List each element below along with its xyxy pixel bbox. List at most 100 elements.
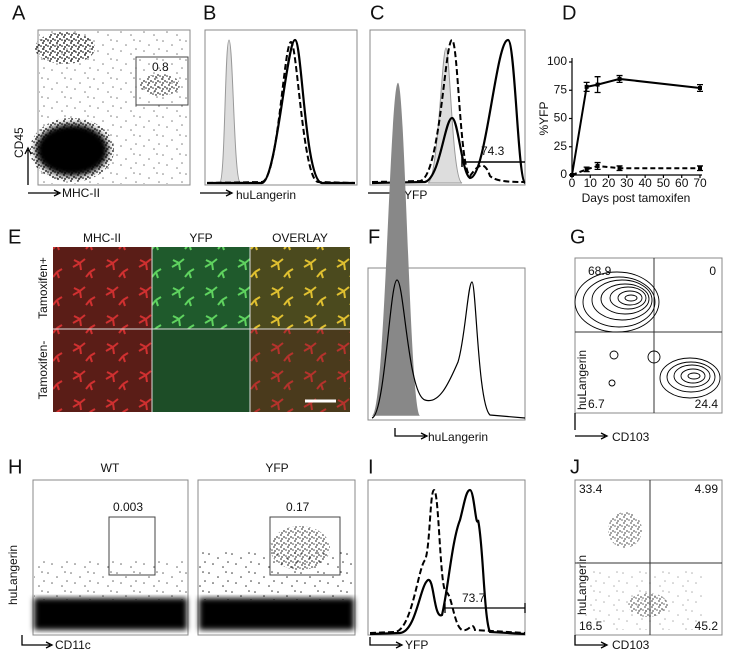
figure-shape xyxy=(34,560,187,600)
y-axis-label: %YFP xyxy=(537,101,551,135)
panel-letter: E xyxy=(8,226,21,248)
data-point xyxy=(595,163,600,168)
figure-shape xyxy=(591,279,653,321)
x-axis-label: YFP xyxy=(404,188,427,202)
x-tick-label: 30 xyxy=(620,176,634,190)
data-point xyxy=(570,173,574,177)
figure-shape xyxy=(53,329,152,412)
gate-value: 0.003 xyxy=(113,500,143,514)
quadrant-value: 0 xyxy=(709,264,716,278)
quadrant-value: 45.2 xyxy=(695,619,719,633)
x-tick-label: 70 xyxy=(693,176,707,190)
quadrant-value: 68.9 xyxy=(588,264,612,278)
figure-shape xyxy=(647,350,661,364)
figure-shape xyxy=(199,598,354,630)
column-header: YFP xyxy=(189,231,212,245)
figure-shape xyxy=(575,258,722,413)
quadrant-value: 16.5 xyxy=(579,619,603,633)
column-header: MHC-II xyxy=(83,231,121,245)
figure-shape xyxy=(394,428,429,440)
quadrant-value: 33.4 xyxy=(579,482,603,496)
figure-shape xyxy=(574,479,723,636)
figure-shape xyxy=(152,247,250,329)
x-axis-label: CD103 xyxy=(612,430,650,444)
figure-shape xyxy=(574,271,660,333)
x-tick-label: 0 xyxy=(569,176,576,190)
figure-shape xyxy=(369,637,404,649)
figure-shape xyxy=(152,329,250,412)
figure-shape xyxy=(37,29,191,186)
row-header: Tamoxifen- xyxy=(36,341,50,400)
y-axis-label: huLangerin xyxy=(575,350,589,410)
figure-shape xyxy=(30,118,114,182)
figure-shape xyxy=(35,32,95,64)
panel-g: 68.9 0 6.7 24.4 huLangerin CD103 xyxy=(574,257,723,444)
panel-letter: H xyxy=(8,456,22,478)
quadrant-value: 4.99 xyxy=(695,482,719,496)
x-axis-label: CD11c xyxy=(55,638,91,652)
figure-shape xyxy=(666,361,716,393)
panel-h: 0.003 0.17 WT YFP huLangerin CD11c xyxy=(6,461,356,652)
x-axis-label: huLangerin xyxy=(236,188,296,202)
gate-value: 74.3 xyxy=(481,144,505,158)
figure-shape xyxy=(204,29,358,186)
y-tick-label: 100 xyxy=(547,54,567,68)
x-tick-label: 60 xyxy=(675,176,689,190)
figure-shape xyxy=(574,257,723,414)
figure-shape xyxy=(135,56,189,106)
figure-shape xyxy=(197,479,356,636)
gate-value: 0.17 xyxy=(286,500,310,514)
figure-shape xyxy=(444,603,526,613)
row-header: Tamoxifen+ xyxy=(36,257,50,319)
data-point xyxy=(617,166,622,171)
figure-shape xyxy=(608,512,642,548)
data-point xyxy=(617,76,622,81)
figure-shape xyxy=(21,635,54,649)
gate-value: 73.7 xyxy=(462,591,486,605)
x-axis-label: CD103 xyxy=(612,638,650,652)
y-tick-label: 50 xyxy=(554,111,568,125)
plot-title: WT xyxy=(101,461,120,475)
x-tick-label: 40 xyxy=(638,176,652,190)
figure-shape xyxy=(371,38,526,183)
figure-shape xyxy=(372,82,420,416)
y-tick-label: 25 xyxy=(554,139,568,153)
figure-shape xyxy=(461,157,525,167)
figure-shape xyxy=(34,598,187,630)
y-axis-label: huLangerin xyxy=(575,555,589,615)
panel-d: 0 25 50 75 100 0 10 20 30 40 50 60 70 %YFP Days post t… xyxy=(537,54,707,205)
figure-shape xyxy=(200,189,234,197)
y-axis-label: huLangerin xyxy=(6,545,20,605)
x-axis-label: huLangerin xyxy=(428,430,488,444)
panel-letter: F xyxy=(368,226,380,248)
series-line xyxy=(571,164,700,176)
x-tick-label: 20 xyxy=(602,176,616,190)
data-point xyxy=(595,82,600,87)
figure-shape xyxy=(250,247,350,329)
figure-shape xyxy=(24,146,62,197)
figure-shape xyxy=(369,29,526,186)
x-axis-label: Days post tamoxifen xyxy=(582,191,691,205)
figure-shape xyxy=(207,38,355,185)
gate-value: 0.8 xyxy=(152,60,169,74)
y-tick-label: 75 xyxy=(554,82,568,96)
y-axis-label: CD45 xyxy=(12,127,26,158)
figure-shape xyxy=(574,271,721,399)
panel-e: MHC-II YFP OVERLAY Tamoxifen+ Tamoxifen- xyxy=(36,231,350,412)
figure-shape xyxy=(367,479,526,636)
panel-letter: C xyxy=(370,2,384,24)
figure-shape xyxy=(624,294,638,302)
figure-shape xyxy=(427,47,463,184)
figure-shape xyxy=(673,364,711,388)
panel-letter: J xyxy=(570,456,580,478)
panel-letter: G xyxy=(570,226,586,248)
data-point xyxy=(584,84,589,89)
data-point xyxy=(698,85,702,90)
data-point xyxy=(584,167,589,172)
panel-letter: I xyxy=(368,456,374,478)
figure-shape xyxy=(250,329,350,412)
figure-shape xyxy=(600,283,650,315)
column-header: OVERLAY xyxy=(272,231,328,245)
